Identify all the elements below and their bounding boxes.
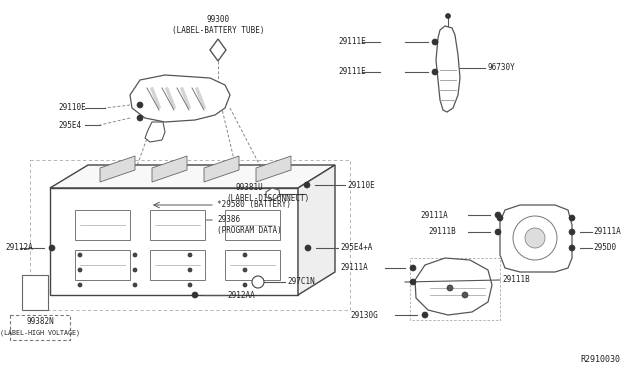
Polygon shape: [50, 188, 298, 295]
Circle shape: [243, 283, 247, 287]
Circle shape: [422, 312, 428, 318]
Text: 2912AA: 2912AA: [227, 291, 255, 299]
Circle shape: [497, 215, 503, 221]
Circle shape: [432, 39, 438, 45]
Circle shape: [410, 265, 416, 271]
Polygon shape: [100, 156, 135, 182]
Polygon shape: [266, 188, 280, 200]
Polygon shape: [298, 165, 335, 295]
Polygon shape: [415, 258, 492, 315]
Text: 29111A: 29111A: [593, 228, 621, 237]
Polygon shape: [145, 122, 165, 142]
Circle shape: [49, 245, 55, 251]
Circle shape: [133, 283, 137, 287]
Circle shape: [78, 253, 82, 257]
Circle shape: [188, 268, 192, 272]
Circle shape: [495, 212, 501, 218]
Polygon shape: [130, 75, 230, 122]
Circle shape: [462, 292, 468, 298]
Circle shape: [410, 279, 416, 285]
Text: (LABEL-BATTERY TUBE): (LABEL-BATTERY TUBE): [172, 26, 264, 35]
Polygon shape: [150, 250, 205, 280]
Text: 99300: 99300: [207, 16, 230, 25]
Text: 99381U: 99381U: [236, 183, 264, 192]
Circle shape: [445, 13, 451, 19]
Text: 295E4+A: 295E4+A: [340, 244, 372, 253]
Text: *29580 (BATTERY): *29580 (BATTERY): [217, 201, 291, 209]
Polygon shape: [210, 39, 226, 61]
Circle shape: [188, 283, 192, 287]
Text: 29112A: 29112A: [5, 244, 33, 253]
Text: 29111E: 29111E: [338, 67, 365, 77]
Text: 29111A: 29111A: [420, 211, 448, 219]
Text: 29111A: 29111A: [340, 263, 368, 273]
Polygon shape: [204, 156, 239, 182]
Polygon shape: [50, 165, 335, 188]
Text: 29111B: 29111B: [502, 276, 530, 285]
Circle shape: [447, 285, 453, 291]
Circle shape: [304, 182, 310, 188]
Text: 29111B: 29111B: [428, 228, 456, 237]
Circle shape: [252, 276, 264, 288]
Text: 297C1N: 297C1N: [287, 278, 315, 286]
Text: 99382N: 99382N: [26, 317, 54, 326]
Polygon shape: [225, 210, 280, 240]
Text: 29130G: 29130G: [350, 311, 378, 320]
Text: R2910030: R2910030: [580, 356, 620, 365]
Text: (PROGRAM DATA): (PROGRAM DATA): [217, 225, 282, 234]
Text: 29386: 29386: [217, 215, 240, 224]
Polygon shape: [436, 26, 460, 112]
Circle shape: [78, 268, 82, 272]
Circle shape: [495, 229, 501, 235]
Circle shape: [525, 228, 545, 248]
Circle shape: [192, 292, 198, 298]
Text: (LABEL-DISCONNECT): (LABEL-DISCONNECT): [226, 193, 309, 202]
Text: 295E4: 295E4: [58, 121, 81, 129]
Polygon shape: [75, 210, 130, 240]
Circle shape: [133, 253, 137, 257]
Circle shape: [569, 229, 575, 235]
Circle shape: [305, 245, 311, 251]
Polygon shape: [22, 275, 48, 310]
Circle shape: [243, 253, 247, 257]
Circle shape: [432, 69, 438, 75]
Circle shape: [569, 245, 575, 251]
Text: 29110E: 29110E: [58, 103, 86, 112]
Polygon shape: [500, 205, 572, 272]
Circle shape: [137, 115, 143, 121]
Circle shape: [188, 253, 192, 257]
Polygon shape: [152, 156, 187, 182]
Circle shape: [569, 215, 575, 221]
Text: (LABEL-HIGH VOLTAGE): (LABEL-HIGH VOLTAGE): [0, 330, 80, 336]
Polygon shape: [225, 250, 280, 280]
Polygon shape: [256, 156, 291, 182]
Circle shape: [513, 216, 557, 260]
Circle shape: [243, 268, 247, 272]
Text: 29111E: 29111E: [338, 38, 365, 46]
Polygon shape: [75, 250, 130, 280]
Text: 295D0: 295D0: [593, 244, 616, 253]
Text: 96730Y: 96730Y: [487, 64, 515, 73]
Text: 29110E: 29110E: [347, 180, 375, 189]
Polygon shape: [150, 210, 205, 240]
Circle shape: [78, 283, 82, 287]
Circle shape: [133, 268, 137, 272]
Circle shape: [137, 102, 143, 108]
